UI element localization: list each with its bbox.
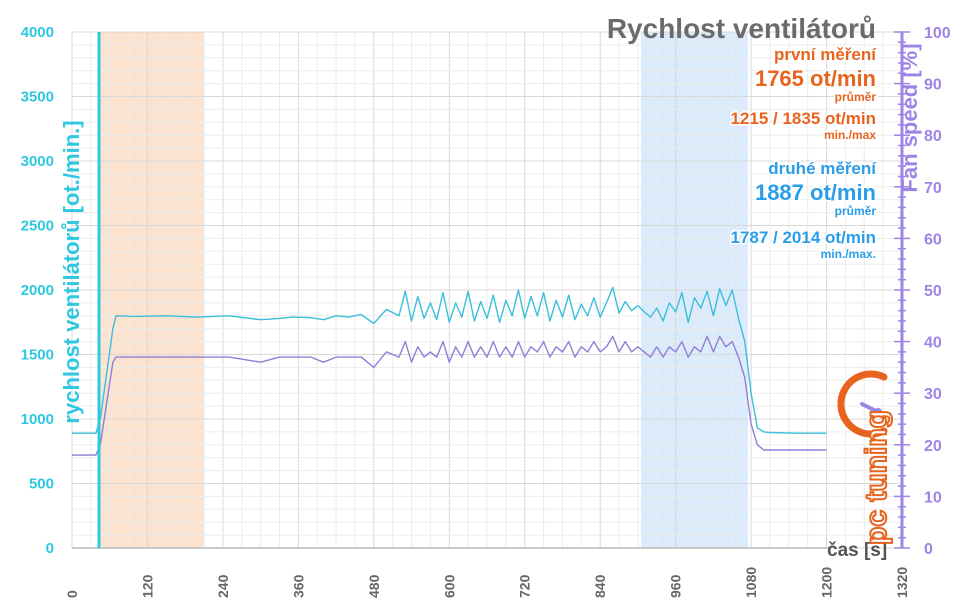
y2-tick-label: 90	[924, 77, 942, 94]
grid	[71, 31, 903, 549]
x-tick-label: 720	[517, 574, 533, 598]
x-tick-label: 960	[668, 574, 684, 598]
chart-title: Rychlost ventilátorů	[607, 13, 876, 44]
y-tick-label: 3000	[21, 153, 54, 170]
first-measurement-avg-caption: průměr	[835, 90, 877, 104]
y2-tick-label: 40	[924, 335, 942, 352]
y2-tick-label: 0	[924, 541, 933, 558]
second-measurement-info: druhé měření 1887 ot/min průměr 1787 / 2…	[729, 158, 879, 263]
series-lines	[72, 286, 827, 456]
tick-labels: 0500100015002000250030003500400001020304…	[21, 24, 951, 598]
x-tick-label: 1200	[819, 567, 835, 598]
x-tick-label: 360	[290, 574, 306, 598]
y-tick-label: 0	[46, 540, 54, 557]
y-tick-label: 2000	[21, 282, 54, 299]
x-tick-label: 480	[366, 574, 382, 598]
x-tick-label: 0	[64, 590, 80, 598]
x-axis-title: čas [s]	[827, 540, 887, 561]
x-tick-label: 1320	[894, 567, 910, 598]
y-tick-label: 3500	[21, 89, 54, 106]
x-tick-label: 240	[215, 574, 231, 598]
x-tick-label: 840	[592, 574, 608, 598]
pctuning-logo: pc tuning	[837, 370, 894, 546]
first-measurement-info: první měření 1765 ot/min průměr 1215 / 1…	[729, 44, 879, 144]
x-tick-label: 1080	[743, 567, 759, 598]
y-tick-label: 500	[29, 476, 54, 493]
second-measurement-label: druhé měření	[768, 159, 877, 178]
y-tick-label: 1000	[21, 411, 54, 428]
series-line-2	[72, 335, 827, 456]
first-measurement-label: první měření	[774, 45, 877, 64]
second-measurement-range-caption: min./max.	[821, 247, 876, 261]
second-measurement-value: 1887 ot/min	[755, 180, 876, 205]
y2-tick-label: 80	[924, 128, 942, 145]
y-tick-label: 1500	[21, 347, 54, 364]
x-tick-label: 600	[441, 574, 457, 598]
second-measurement-avg-caption: průměr	[835, 204, 877, 218]
logo-text: pc tuning	[860, 410, 893, 545]
second-measurement-range: 1787 / 2014 ot/min	[730, 228, 876, 247]
y-axis-title: rychlost ventilátorů [ot./min.]	[59, 120, 84, 423]
y2-tick-label: 30	[924, 386, 942, 403]
y2-tick-label: 60	[924, 231, 942, 248]
y2-tick-label: 100	[924, 25, 951, 42]
tacho-icon	[837, 370, 888, 438]
series-line-1	[72, 286, 827, 434]
y-tick-label: 4000	[21, 24, 54, 41]
y-tick-label: 2500	[21, 218, 54, 235]
y2-tick-label: 20	[924, 438, 942, 455]
first-measurement-range-caption: min./max	[824, 128, 876, 142]
axes	[72, 31, 910, 549]
y2-tick-label: 70	[924, 180, 942, 197]
first-measurement-value: 1765 ot/min	[755, 66, 876, 91]
y2-axis-title: Fan speed [%]	[897, 43, 922, 192]
y2-tick-label: 10	[924, 489, 942, 506]
y2-tick-label: 50	[924, 283, 942, 300]
x-tick-label: 120	[139, 574, 155, 598]
first-measurement-range: 1215 / 1835 ot/min	[730, 109, 876, 128]
